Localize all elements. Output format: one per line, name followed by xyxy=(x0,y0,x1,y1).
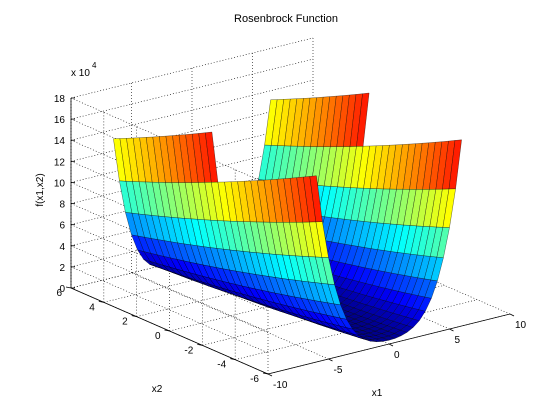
y-tick-mark xyxy=(230,358,236,361)
z-tick-label: 0 xyxy=(59,284,65,295)
y-tick-label: -2 xyxy=(184,345,193,356)
y-tick-label: 6 xyxy=(56,288,62,299)
z-tick-label: 14 xyxy=(54,136,66,147)
x-tick-label: 10 xyxy=(515,320,527,331)
y-tick-mark xyxy=(262,372,269,375)
z-multiplier-exponent: 4 xyxy=(92,61,97,70)
y-axis-label: x2 xyxy=(152,384,163,395)
z-tick-label: 8 xyxy=(59,200,65,211)
y-tick-mark xyxy=(98,300,104,303)
grid-line xyxy=(70,37,314,99)
grid-line xyxy=(70,79,314,141)
surface-plot xyxy=(113,92,462,342)
y-tick-mark xyxy=(164,329,170,332)
x-tick-mark xyxy=(449,328,454,332)
z-tick-label: 18 xyxy=(54,94,66,105)
z-tick-label: 16 xyxy=(54,115,66,126)
x-tick-label: -10 xyxy=(273,380,288,391)
y-tick-label: 2 xyxy=(122,317,128,328)
chart-title: Rosenbrock Function xyxy=(234,13,338,25)
y-tick-label: 4 xyxy=(89,302,95,313)
y-tick-label: -4 xyxy=(217,360,226,371)
z-multiplier: x 10 xyxy=(71,68,90,79)
z-tick-label: 12 xyxy=(54,157,66,168)
z-tick-label: 2 xyxy=(59,263,65,274)
x-tick-mark xyxy=(328,358,333,362)
x-tick-mark xyxy=(509,313,515,317)
grid-line xyxy=(235,299,478,360)
surface-cell xyxy=(356,92,370,147)
z-axis-label: f(x1,x2) xyxy=(35,173,46,206)
x-tick-label: 0 xyxy=(394,350,400,361)
surface-cell xyxy=(448,139,462,190)
grid-line xyxy=(70,58,314,120)
y-tick-label: -6 xyxy=(250,374,259,385)
z-multiplier-label: x 10 xyxy=(71,68,90,79)
z-tick-label: 4 xyxy=(59,242,65,253)
z-tick-label: 10 xyxy=(54,178,66,189)
x-axis-label: x1 xyxy=(372,388,383,399)
x-tick-mark xyxy=(267,373,273,377)
y-tick-mark xyxy=(65,286,72,289)
z-tick-label: 6 xyxy=(59,221,65,232)
y-tick-mark xyxy=(197,343,203,346)
y-tick-label: 0 xyxy=(155,331,161,342)
x-tick-label: 5 xyxy=(455,335,461,346)
y-tick-mark xyxy=(131,315,137,318)
x-tick-label: -5 xyxy=(334,365,343,376)
x-tick-mark xyxy=(388,343,394,347)
